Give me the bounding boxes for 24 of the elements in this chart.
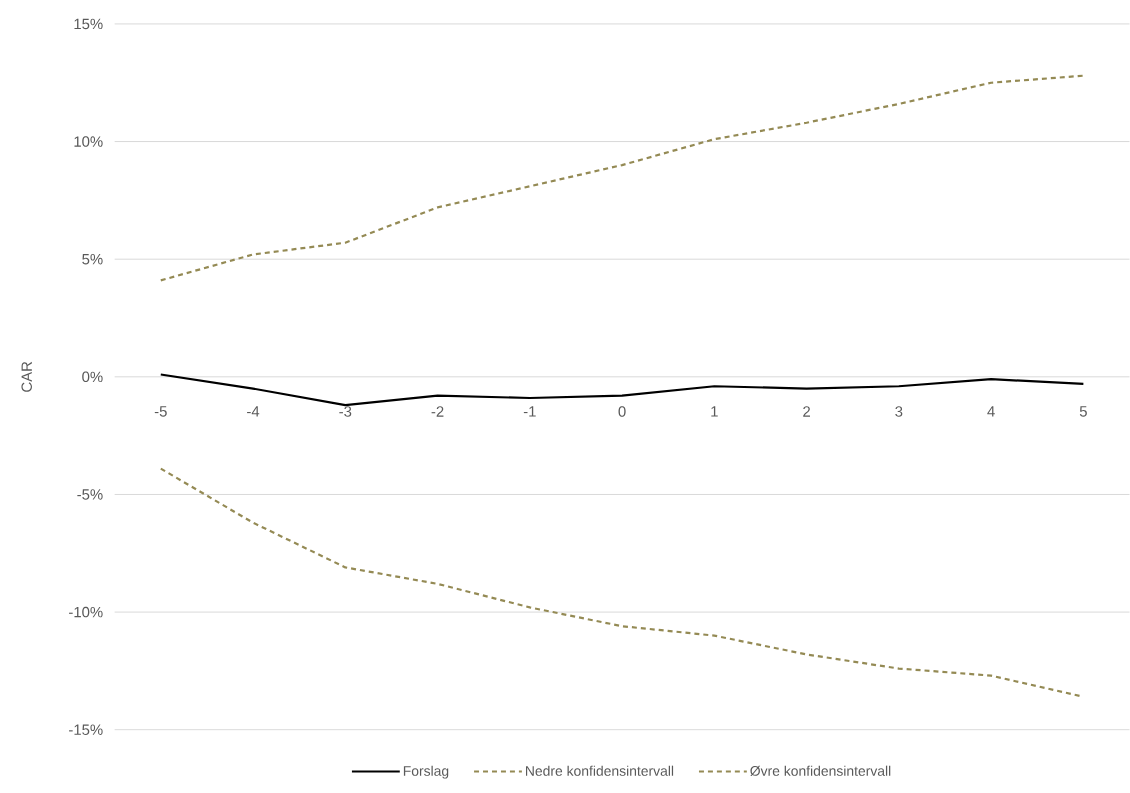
y-tick-label: -5%	[77, 489, 103, 500]
x-tick-label: 4	[987, 406, 995, 417]
legend-label: Nedre konfidensintervall	[526, 765, 674, 777]
x-tick-label: 2	[803, 406, 810, 417]
x-tick-label: -4	[247, 406, 260, 417]
y-tick-label: -15%	[69, 724, 103, 736]
x-tick-label: 0	[618, 406, 626, 418]
x-tick-label: 1	[711, 406, 718, 417]
x-tick-label: -2	[431, 406, 444, 417]
y-tick-label: 0%	[82, 371, 103, 383]
y-tick-label: 5%	[82, 254, 103, 265]
y-tick-label: 10%	[74, 136, 103, 148]
legend-label: Forslag	[403, 765, 449, 779]
x-tick-label: 3	[895, 406, 903, 418]
x-tick-label: -5	[154, 406, 167, 417]
y-tick-label: 15%	[74, 18, 103, 30]
line-series	[159, 373, 1085, 407]
x-tick-label: 5	[1079, 406, 1087, 417]
x-tick-label: -1	[523, 406, 536, 417]
y-tick-label: -10%	[69, 607, 103, 618]
line-series	[159, 74, 1085, 282]
x-tick-label: -3	[339, 406, 352, 418]
legend-label: Øvre konfidensintervall	[750, 765, 891, 777]
y-axis-title: CAR	[21, 362, 32, 393]
